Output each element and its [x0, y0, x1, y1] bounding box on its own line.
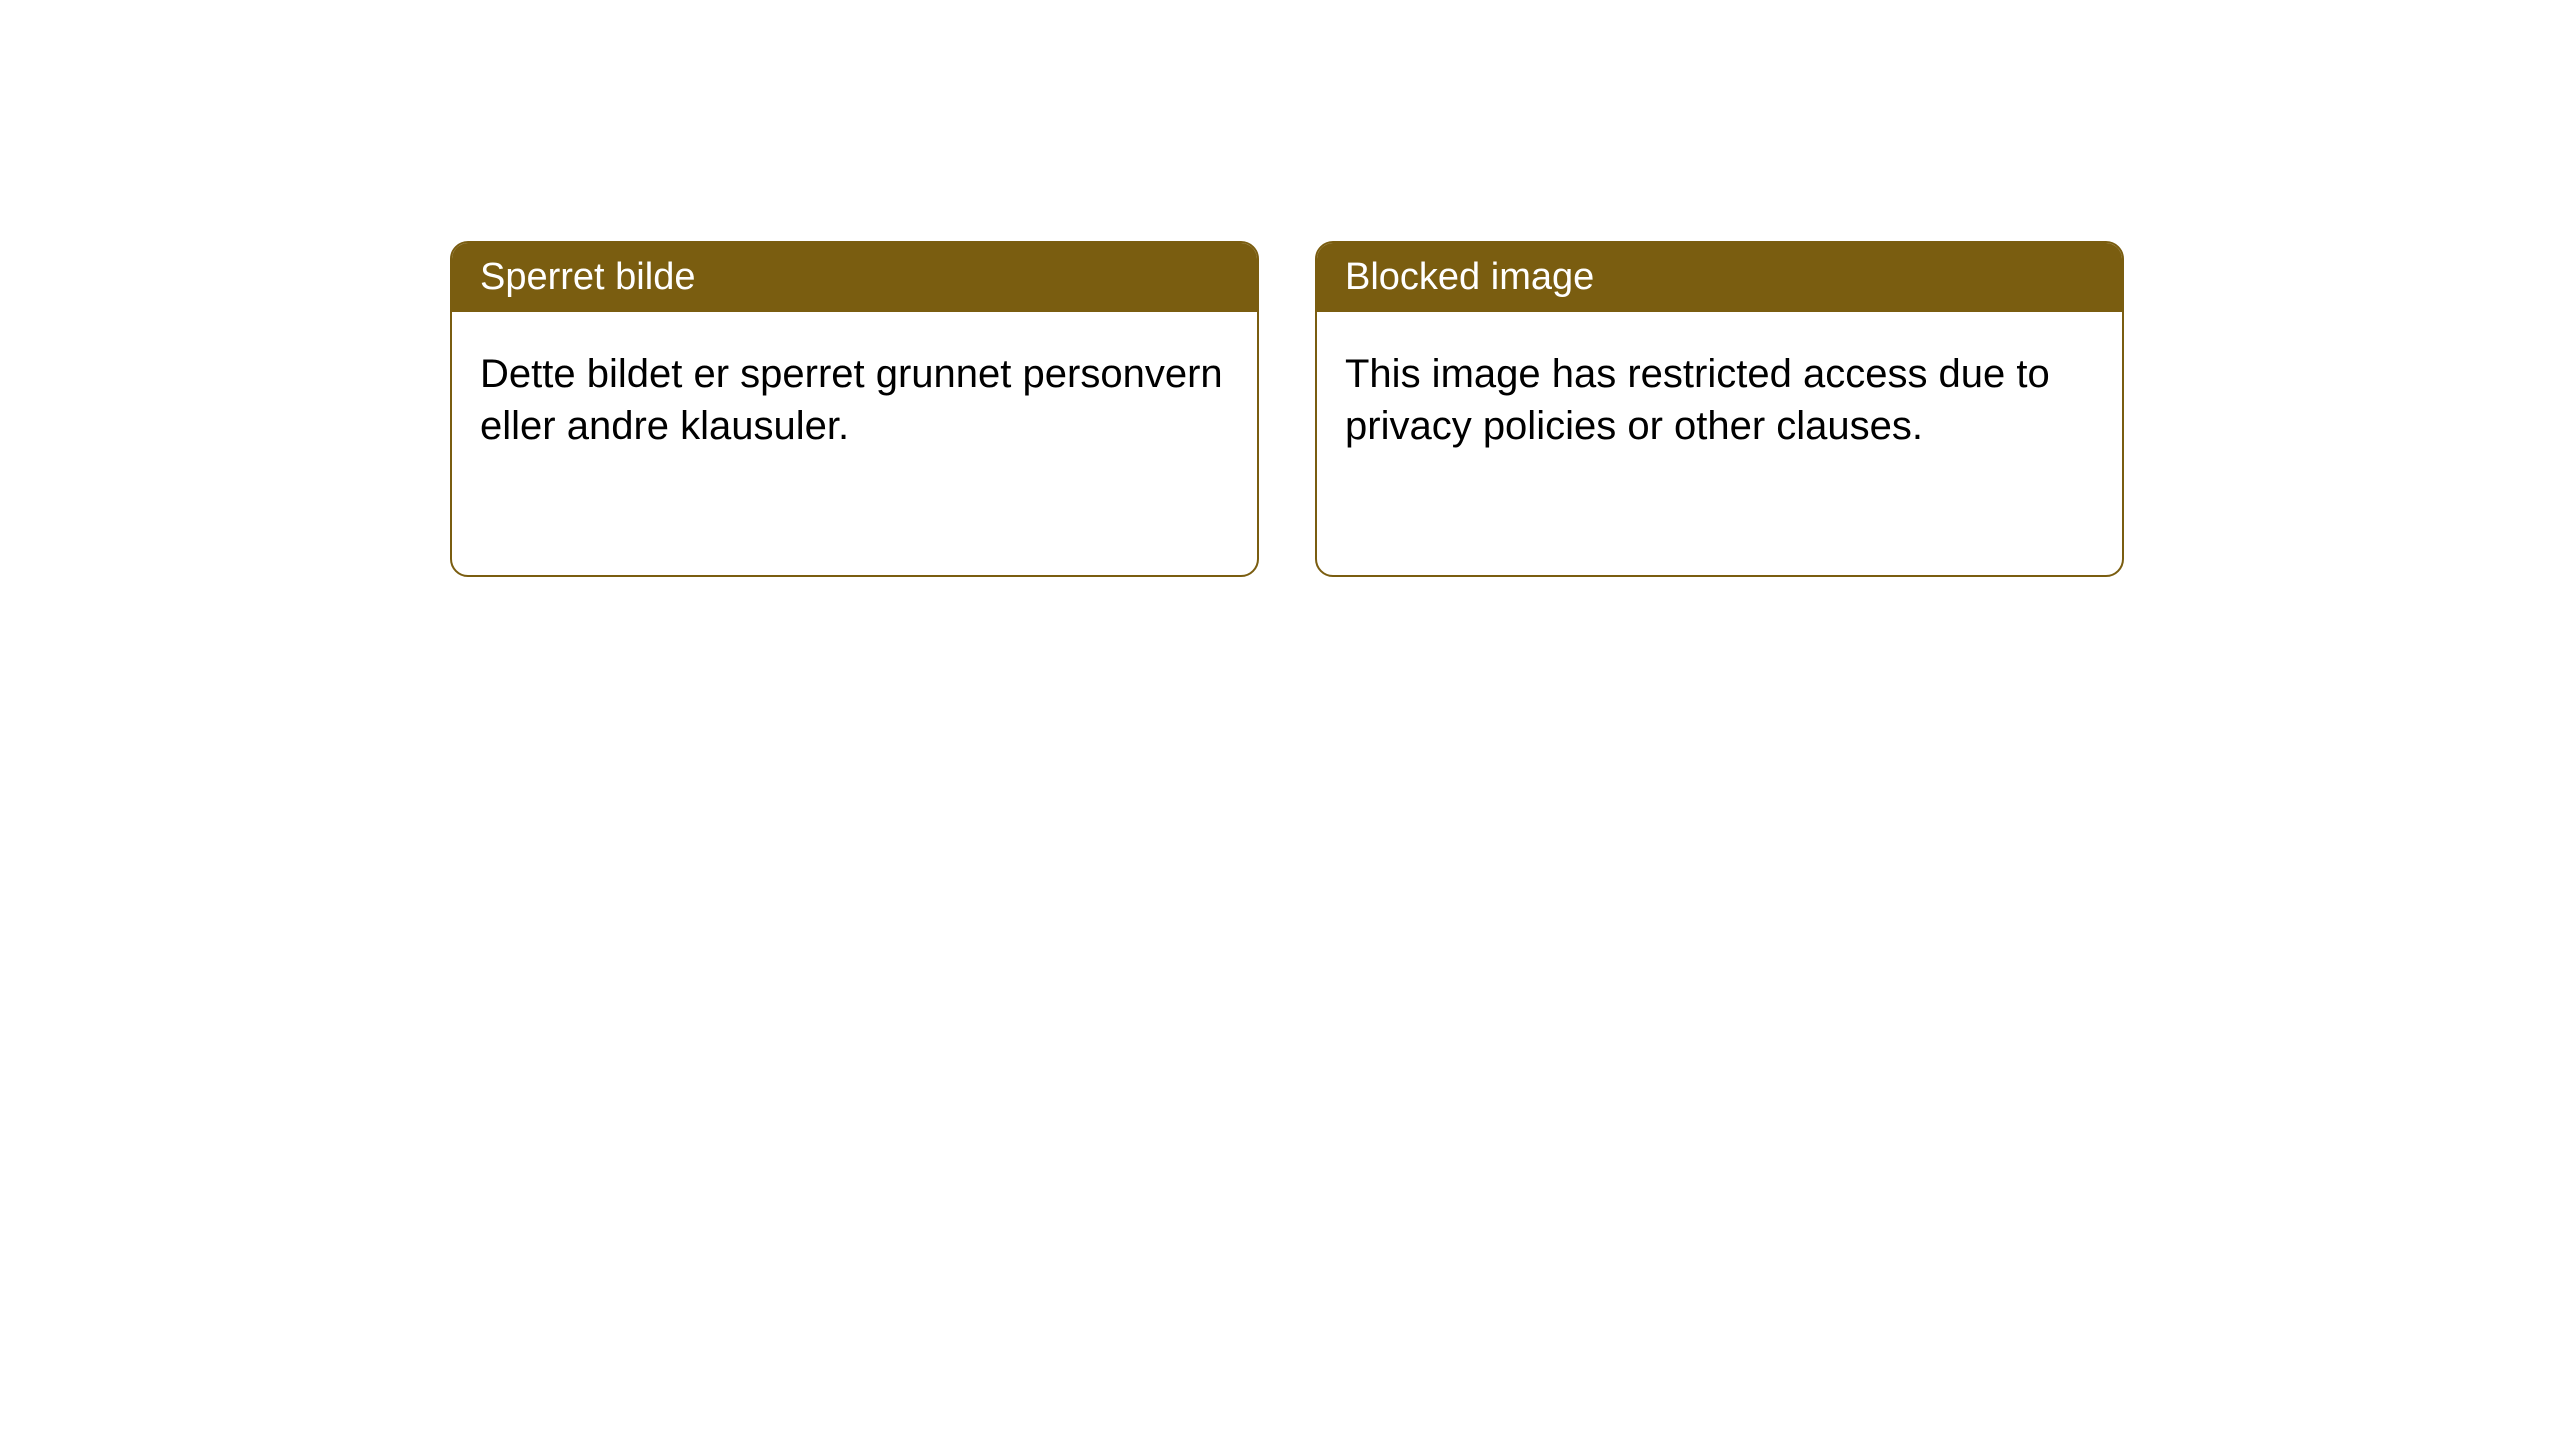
card-title: Sperret bilde	[480, 256, 695, 298]
blocked-image-card-en: Blocked image This image has restricted …	[1315, 241, 2124, 577]
card-body: This image has restricted access due to …	[1317, 312, 2122, 488]
notice-container: Sperret bilde Dette bildet er sperret gr…	[450, 241, 2124, 577]
card-header: Blocked image	[1317, 243, 2122, 312]
card-title: Blocked image	[1345, 256, 1594, 298]
card-body: Dette bildet er sperret grunnet personve…	[452, 312, 1257, 488]
card-message: This image has restricted access due to …	[1345, 352, 2050, 448]
card-message: Dette bildet er sperret grunnet personve…	[480, 352, 1223, 448]
card-header: Sperret bilde	[452, 243, 1257, 312]
blocked-image-card-no: Sperret bilde Dette bildet er sperret gr…	[450, 241, 1259, 577]
